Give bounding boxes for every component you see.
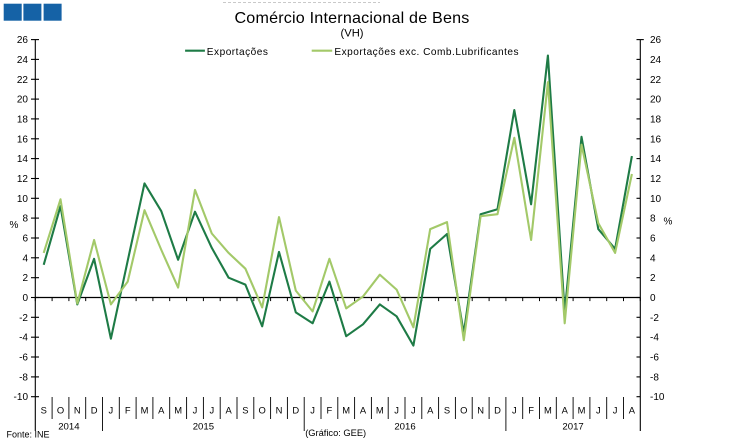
svg-text:Comércio Internacional de Bens: Comércio Internacional de Bens <box>234 9 469 27</box>
svg-text:4: 4 <box>22 253 28 264</box>
svg-text:D: D <box>292 404 299 415</box>
svg-text:16: 16 <box>650 134 662 145</box>
svg-text:J: J <box>512 404 517 415</box>
svg-text:0: 0 <box>22 293 28 304</box>
svg-text:18: 18 <box>17 114 29 125</box>
svg-text:J: J <box>596 404 601 415</box>
svg-text:J: J <box>209 404 214 415</box>
svg-text:F: F <box>528 404 534 415</box>
svg-text:J: J <box>109 404 114 415</box>
svg-text:-6: -6 <box>650 353 659 364</box>
svg-text:26: 26 <box>17 35 29 46</box>
svg-text:S: S <box>242 404 248 415</box>
svg-text:2014: 2014 <box>58 422 80 433</box>
svg-text:6: 6 <box>650 234 656 245</box>
svg-text:A: A <box>225 404 232 415</box>
svg-text:16: 16 <box>17 134 29 145</box>
svg-text:6: 6 <box>22 234 28 245</box>
svg-text:O: O <box>57 404 64 415</box>
svg-text:-8: -8 <box>19 372 28 383</box>
svg-text:F: F <box>327 404 333 415</box>
svg-text:J: J <box>411 404 416 415</box>
svg-text:(VH): (VH) <box>341 27 364 39</box>
svg-text:J: J <box>394 404 399 415</box>
svg-text:-6: -6 <box>19 353 28 364</box>
svg-text:24: 24 <box>650 55 662 66</box>
svg-text:N: N <box>477 404 484 415</box>
svg-text:D: D <box>91 404 98 415</box>
svg-text:2: 2 <box>22 273 28 284</box>
svg-text:2015: 2015 <box>193 422 214 433</box>
svg-text:-8: -8 <box>650 372 659 383</box>
svg-text:10: 10 <box>17 194 29 205</box>
svg-text:22: 22 <box>17 75 29 86</box>
svg-text:4: 4 <box>650 253 656 264</box>
svg-text:18: 18 <box>650 114 662 125</box>
svg-text:A: A <box>562 404 569 415</box>
svg-text:2: 2 <box>650 273 656 284</box>
svg-text:26: 26 <box>650 35 662 46</box>
svg-text:14: 14 <box>17 154 29 165</box>
svg-text:O: O <box>259 404 266 415</box>
svg-text:O: O <box>460 404 467 415</box>
svg-text:M: M <box>342 404 350 415</box>
svg-text:-10: -10 <box>14 392 29 403</box>
svg-text:Exportações exc. Comb.Lubrific: Exportações exc. Comb.Lubrificantes <box>334 47 519 58</box>
svg-text:22: 22 <box>650 75 662 86</box>
svg-text:-4: -4 <box>19 333 28 344</box>
svg-text:D: D <box>494 404 501 415</box>
svg-text:-2: -2 <box>650 313 659 324</box>
svg-text:2016: 2016 <box>394 422 415 433</box>
svg-text:-4: -4 <box>650 333 659 344</box>
svg-text:N: N <box>74 404 81 415</box>
svg-text:-10: -10 <box>650 392 665 403</box>
svg-text:A: A <box>360 404 367 415</box>
svg-text:M: M <box>544 404 552 415</box>
svg-text:0: 0 <box>650 293 656 304</box>
svg-text:M: M <box>578 404 586 415</box>
svg-text:20: 20 <box>17 95 29 106</box>
svg-text:Fonte: INE: Fonte: INE <box>7 430 50 440</box>
svg-text:N: N <box>276 404 283 415</box>
svg-text:J: J <box>613 404 618 415</box>
svg-text:12: 12 <box>650 174 662 185</box>
svg-text:%: % <box>664 217 673 228</box>
svg-text:A: A <box>427 404 434 415</box>
svg-text:M: M <box>376 404 384 415</box>
svg-text:%: % <box>10 220 19 231</box>
svg-text:(Gráfico: GEE): (Gráfico: GEE) <box>305 428 366 438</box>
svg-text:M: M <box>141 404 149 415</box>
svg-text:S: S <box>444 404 450 415</box>
svg-text:2017: 2017 <box>562 422 583 433</box>
svg-text:J: J <box>310 404 315 415</box>
svg-text:A: A <box>629 404 636 415</box>
svg-text:12: 12 <box>17 174 29 185</box>
svg-text:8: 8 <box>650 214 656 225</box>
svg-text:J: J <box>193 404 198 415</box>
svg-text:S: S <box>41 404 47 415</box>
svg-text:10: 10 <box>650 194 662 205</box>
svg-text:24: 24 <box>17 55 29 66</box>
svg-text:20: 20 <box>650 95 662 106</box>
svg-text:Exportações: Exportações <box>207 47 269 58</box>
svg-text:M: M <box>174 404 182 415</box>
svg-text:A: A <box>158 404 165 415</box>
svg-text:F: F <box>125 404 131 415</box>
svg-text:14: 14 <box>650 154 662 165</box>
svg-text:8: 8 <box>22 214 28 225</box>
svg-text:-2: -2 <box>19 313 28 324</box>
